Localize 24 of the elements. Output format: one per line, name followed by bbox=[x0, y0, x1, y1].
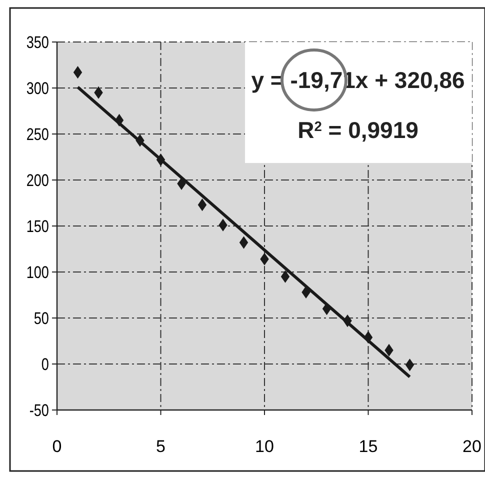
y-tick-label: 100 bbox=[26, 264, 49, 282]
annotation: R$^{2}$ = 0,9919 bbox=[298, 117, 418, 143]
x-tick-label: 15 bbox=[358, 437, 378, 456]
y-tick-label: 350 bbox=[26, 34, 49, 52]
y-tick-label: 300 bbox=[26, 80, 49, 98]
point bbox=[322, 302, 332, 316]
y-tick-label: 0 bbox=[41, 356, 49, 374]
x-tick-label: 5 bbox=[156, 437, 166, 456]
y-tick-label: 250 bbox=[26, 126, 49, 144]
point bbox=[73, 66, 82, 79]
point bbox=[364, 331, 373, 344]
x-tick-label: 20 bbox=[462, 437, 482, 456]
point bbox=[280, 270, 290, 283]
point bbox=[405, 358, 414, 372]
y-tick-label: 150 bbox=[26, 218, 49, 236]
y-tick-label: -50 bbox=[29, 402, 49, 420]
point bbox=[114, 114, 124, 127]
x-tick-label: 0 bbox=[52, 437, 62, 456]
y-tick-label: 200 bbox=[26, 172, 49, 190]
point bbox=[198, 198, 207, 212]
point bbox=[239, 236, 248, 249]
y-tick-label: 50 bbox=[34, 310, 49, 328]
x-tick-label: 10 bbox=[255, 437, 274, 456]
point bbox=[156, 153, 166, 166]
